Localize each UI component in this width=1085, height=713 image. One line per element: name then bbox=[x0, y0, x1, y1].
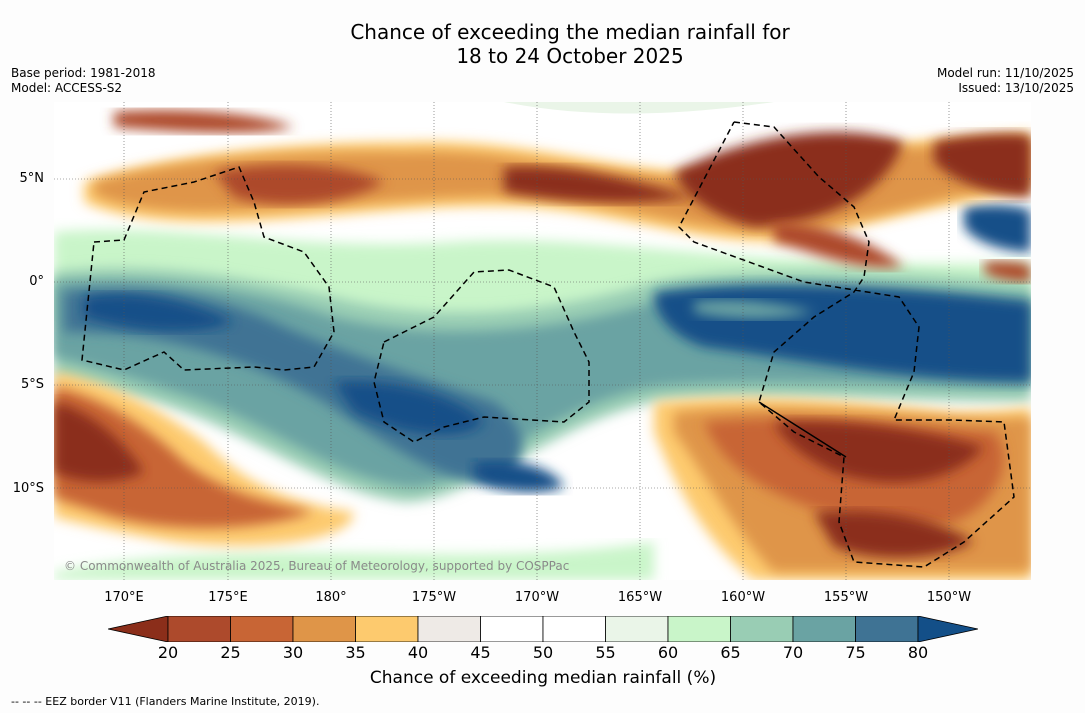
issued-date: Issued: 13/10/2025 bbox=[958, 81, 1074, 95]
lat-label-0: 0° bbox=[29, 274, 44, 289]
band-65-south bbox=[54, 542, 654, 580]
colorbar-tick-label: 65 bbox=[720, 643, 741, 662]
boundary-line bbox=[758, 401, 847, 458]
band-80d bbox=[334, 381, 484, 435]
model-run: Model run: 11/10/2025 bbox=[936, 66, 1074, 80]
colorbar-segment bbox=[542, 616, 606, 642]
title-line-1: Chance of exceeding the median rainfall … bbox=[350, 20, 790, 44]
band-80c bbox=[84, 293, 234, 332]
lon-label-170w: 170°W bbox=[514, 590, 560, 605]
colorbar-segment bbox=[605, 616, 669, 642]
lat-label-10s: 10°S bbox=[12, 481, 44, 496]
colorbar-segment bbox=[167, 616, 231, 642]
colorbar-segment bbox=[667, 616, 731, 642]
copyright-notice: © Commonwealth of Australia 2025, Bureau… bbox=[64, 559, 570, 573]
colorbar-tick-label: 40 bbox=[407, 643, 429, 662]
rainfall-map bbox=[54, 102, 1031, 580]
colorbar bbox=[108, 616, 978, 642]
band-20-sw bbox=[54, 402, 144, 482]
colorbar-segment bbox=[230, 616, 294, 642]
band-80e bbox=[474, 460, 564, 493]
lon-label-180: 180° bbox=[315, 590, 347, 605]
colorbar-segment bbox=[417, 616, 481, 642]
lat-label-5n: 5°N bbox=[19, 171, 45, 186]
band-20-se bbox=[774, 421, 984, 483]
lon-label-175e: 175°E bbox=[208, 590, 248, 605]
eez-borders bbox=[81, 121, 1015, 568]
colorbar-tick-label: 20 bbox=[157, 643, 179, 662]
colorbar-tick-label: 75 bbox=[845, 643, 866, 662]
dry-patch-e bbox=[934, 133, 1031, 197]
colorbar-tick-label: 45 bbox=[470, 643, 491, 662]
map-title: Chance of exceeding the median rainfall … bbox=[0, 20, 1085, 68]
colorbar-segment bbox=[355, 616, 419, 642]
band-75-east bbox=[694, 300, 814, 319]
colorbar-segment bbox=[480, 616, 544, 642]
colorbar-tick-label: 70 bbox=[782, 643, 804, 662]
rainfall-map-svg bbox=[54, 102, 1031, 580]
lon-label-150w: 150°W bbox=[926, 590, 972, 605]
title-line-2: 18 to 24 October 2025 bbox=[456, 44, 684, 68]
lon-label-165w: 165°W bbox=[617, 590, 663, 605]
dry-patch-f bbox=[114, 110, 294, 133]
colorbar-extend-low bbox=[108, 616, 169, 642]
colorbar-tick-label: 30 bbox=[282, 643, 304, 662]
meta-left: Base period: 1981-2018 Model: ACCESS-S2 bbox=[11, 66, 156, 96]
colorbar-tick-label: 50 bbox=[532, 643, 554, 662]
band-30-sw bbox=[54, 387, 314, 528]
lon-label-155w: 155°W bbox=[823, 590, 869, 605]
dry-patch-a bbox=[214, 164, 384, 205]
colorbar-tick-label: 35 bbox=[345, 643, 366, 662]
meta-right: Model run: 11/10/2025 Issued: 13/10/2025 bbox=[937, 66, 1074, 96]
dry-patch-g bbox=[984, 261, 1031, 282]
eez-footnote: -- -- -- EEZ border V11 (Flanders Marine… bbox=[11, 695, 320, 708]
lon-label-170e: 170°E bbox=[104, 590, 144, 605]
base-period: Base period: 1981-2018 bbox=[11, 66, 156, 80]
lon-label-160w: 160°W bbox=[720, 590, 766, 605]
graticule bbox=[54, 102, 1031, 580]
colorbar-segment bbox=[855, 616, 919, 642]
colorbar-tick-label: 25 bbox=[220, 643, 241, 662]
lat-label-5s: 5°S bbox=[20, 377, 44, 392]
band-80f bbox=[964, 204, 1031, 252]
dry-patch-b bbox=[504, 166, 694, 203]
colorbar-segment bbox=[292, 616, 356, 642]
band-20-se-2 bbox=[814, 510, 974, 558]
lon-label-175w: 175°W bbox=[411, 590, 457, 605]
colorbar-segment bbox=[792, 616, 856, 642]
colorbar-extend-high bbox=[917, 616, 978, 642]
model-name: Model: ACCESS-S2 bbox=[11, 81, 123, 95]
colorbar-tick-label: 55 bbox=[595, 643, 616, 662]
band-60-north bbox=[504, 102, 774, 114]
dry-patch-d bbox=[774, 222, 904, 268]
colorbar-tick-label: 60 bbox=[657, 643, 679, 662]
colorbar-segment bbox=[730, 616, 794, 642]
colorbar-tick-label: 80 bbox=[907, 643, 929, 662]
band-80a bbox=[64, 288, 522, 484]
dry-patch-c bbox=[674, 132, 904, 227]
colorbar-title: Chance of exceeding median rainfall (%) bbox=[369, 668, 717, 688]
